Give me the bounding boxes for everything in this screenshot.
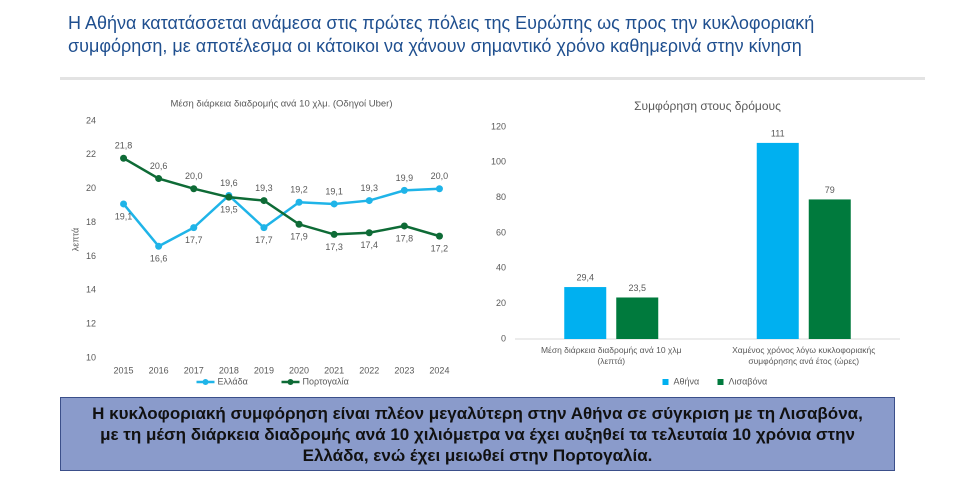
y-tick-label: 40 <box>496 263 506 273</box>
marker <box>365 197 373 205</box>
line <box>122 157 440 238</box>
y-tick-label: 24 <box>86 115 96 125</box>
data-label: 17,2 <box>431 243 449 253</box>
x-tick-label: 2015 <box>114 365 134 375</box>
legend-swatch <box>717 379 724 385</box>
marker <box>295 220 303 228</box>
bar <box>808 199 851 339</box>
data-label: 19,3 <box>255 183 273 193</box>
data-label: 17,8 <box>396 233 414 243</box>
data-label: 19,6 <box>220 178 238 188</box>
chart-title: Συμφόρηση στους δρόμους <box>634 99 781 113</box>
x-tick-label: 2017 <box>184 365 204 375</box>
marker <box>435 185 443 193</box>
x-tick-label: 2019 <box>254 365 274 375</box>
marker <box>400 222 408 230</box>
y-tick-label: 16 <box>86 251 96 261</box>
y-tick-label: 80 <box>496 192 506 202</box>
marker <box>190 185 198 193</box>
chart-title: Μέση διάρκεια διαδρομής ανά 10 χλμ. (Οδη… <box>170 99 392 110</box>
data-label: 23,5 <box>628 283 646 293</box>
x-tick-label: Χαμένος χρόνος λόγω κυκλοφοριακής συμφόρ… <box>732 345 876 366</box>
slide-title: Η Αθήνα κατατάσσεται ανάμεσα στις πρώτες… <box>68 13 815 56</box>
y-tick-label: 20 <box>496 298 506 308</box>
marker <box>330 230 338 238</box>
x-tick-label: 2020 <box>289 365 309 375</box>
y-tick-label: 18 <box>86 217 96 227</box>
y-tick-label: 100 <box>491 157 506 167</box>
separator <box>60 77 925 80</box>
marker <box>155 242 163 250</box>
data-label: 79 <box>825 185 835 195</box>
data-label: 17,9 <box>290 232 308 242</box>
marker <box>120 154 128 162</box>
x-tick-label: 2016 <box>149 365 169 375</box>
data-label: 17,3 <box>325 242 343 252</box>
marker <box>120 200 128 208</box>
marker <box>400 186 408 194</box>
x-tick-label: 2018 <box>219 365 239 375</box>
data-label: 21,8 <box>115 141 133 151</box>
marker <box>330 200 338 208</box>
y-tick-label: 14 <box>86 285 96 295</box>
marker <box>260 197 268 205</box>
line <box>122 187 440 248</box>
y-tick-label: 22 <box>86 149 96 159</box>
data-label: 19,2 <box>290 185 308 195</box>
data-label: 17,4 <box>360 240 378 250</box>
y-tick-label: 20 <box>86 183 96 193</box>
data-label: 19,1 <box>115 211 133 221</box>
y-tick-label: 120 <box>491 121 506 131</box>
bar <box>756 142 799 339</box>
data-label: 19,9 <box>396 173 414 183</box>
legend-marker <box>287 379 294 385</box>
data-label: 19,1 <box>325 186 343 196</box>
data-label: 17,7 <box>255 235 273 245</box>
marker <box>260 224 268 232</box>
x-tick-label: 2023 <box>394 365 414 375</box>
legend-label: Λισαβόνα <box>729 376 768 386</box>
summary-box: Η κυκλοφοριακή συμφόρηση είναι πλέον μεγ… <box>60 397 895 471</box>
marker <box>435 232 443 240</box>
data-label: 17,7 <box>185 235 203 245</box>
marker <box>190 224 198 232</box>
data-label: 20,0 <box>431 171 449 181</box>
data-label: 16,6 <box>150 254 168 264</box>
legend-label: Ελλάδα <box>218 376 248 386</box>
y-tick-label: 0 <box>501 333 506 343</box>
data-label: 111 <box>771 128 785 138</box>
y-tick-label: 60 <box>496 227 506 237</box>
x-tick-label: 2024 <box>429 365 449 375</box>
data-label: 19,5 <box>220 205 238 215</box>
data-label: 29,4 <box>576 272 594 282</box>
data-label: 19,3 <box>360 183 378 193</box>
legend-marker <box>202 379 209 385</box>
legend-label: Αθήνα <box>674 376 700 386</box>
data-label: 20,6 <box>150 161 168 171</box>
legend-swatch <box>662 379 669 385</box>
marker <box>155 175 163 183</box>
data-label: 20,0 <box>185 171 203 181</box>
legend-label: Πορτογαλία <box>303 376 349 386</box>
x-tick-label: 2021 <box>324 365 344 375</box>
bar <box>616 297 659 339</box>
x-tick-label: 2022 <box>359 365 379 375</box>
x-tick-label: Μέση διάρκεια διαδρομής ανά 10 χλμ (λεπτ… <box>540 345 682 366</box>
bar <box>564 287 607 339</box>
y-tick-label: 10 <box>86 352 96 362</box>
y-axis-label: λεπτά <box>70 228 80 251</box>
y-tick-label: 12 <box>86 319 96 329</box>
marker <box>365 229 373 237</box>
marker <box>225 193 233 201</box>
marker <box>295 198 303 206</box>
